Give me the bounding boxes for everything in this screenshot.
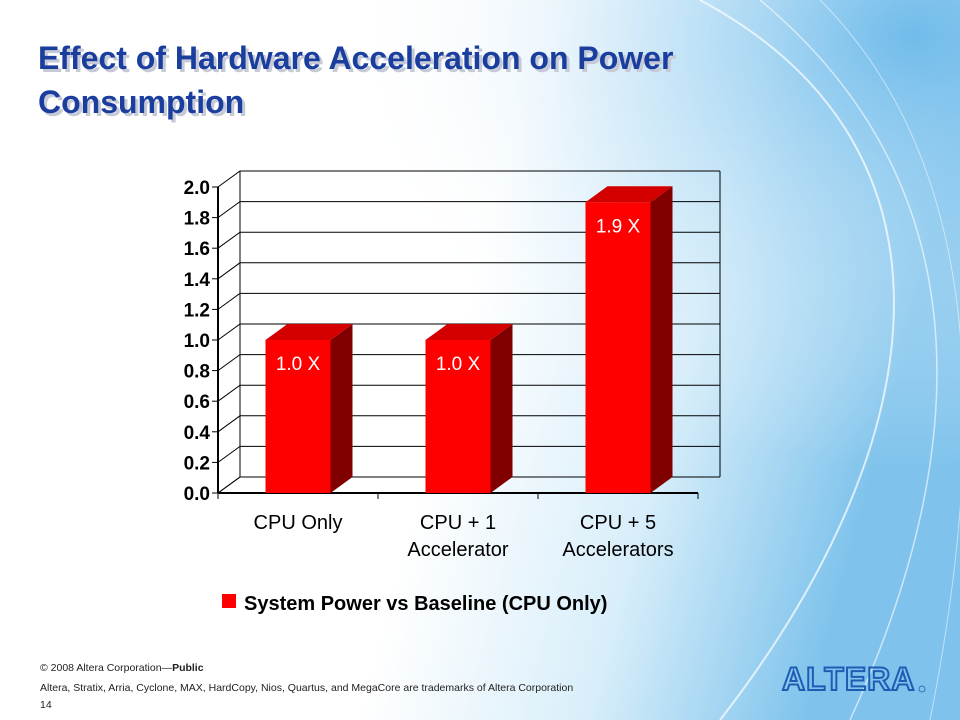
bar [425, 340, 491, 493]
page-number: 14 [40, 699, 52, 711]
footer-trademarks: Altera, Stratix, Arria, Cyclone, MAX, Ha… [40, 682, 574, 694]
legend-swatch [222, 594, 236, 608]
copyright-text: © 2008 Altera Corporation— [40, 662, 173, 674]
gridline [217, 170, 720, 188]
y-tick-label: 0.0 [184, 484, 210, 505]
gridline [217, 384, 720, 402]
bar [265, 340, 331, 493]
y-tick-label: 1.0 [184, 331, 210, 352]
x-category-label: CPU + 1 [420, 512, 496, 534]
altera-logo: ALTERA [781, 660, 926, 696]
gridline [217, 262, 720, 280]
x-category-label: CPU Only [254, 512, 343, 534]
bar [585, 202, 651, 494]
bar-side [330, 324, 353, 493]
y-tick-label: 0.8 [184, 362, 210, 383]
gridline [217, 445, 720, 463]
gridline [217, 201, 720, 219]
slide-title: Effect of Hardware Acceleration on Power… [38, 40, 674, 120]
bar-side [490, 324, 513, 493]
data-label: 1.0 X [436, 354, 481, 375]
bar-top [585, 186, 673, 203]
gridline [217, 231, 720, 249]
y-tick-label: 1.2 [184, 300, 210, 321]
y-tick-label: 1.4 [184, 270, 211, 291]
y-tick-label: 0.4 [184, 423, 211, 444]
gridline [217, 415, 720, 433]
data-label: 1.9 X [596, 216, 641, 237]
y-tick-label: 0.6 [184, 392, 210, 413]
y-tick-label: 2.0 [184, 178, 210, 199]
gridline [217, 354, 720, 372]
bar-side [650, 186, 673, 494]
svg-text:ALTERA: ALTERA [782, 661, 915, 696]
bar-top [265, 324, 353, 340]
gridline [217, 292, 720, 310]
y-tick-label: 1.8 [184, 209, 210, 230]
x-category-label: CPU + 5 [580, 512, 656, 534]
bar-top [425, 324, 513, 340]
gridline [217, 323, 720, 341]
y-tick-label: 1.6 [184, 239, 210, 260]
x-category-label: Accelerator [407, 539, 508, 561]
data-label: 1.0 X [276, 354, 321, 375]
footer-copyright: © 2008 Altera Corporation—Public [40, 662, 204, 674]
x-category-label: Accelerators [562, 539, 673, 561]
copyright-public: Public [172, 662, 204, 674]
gridline [217, 476, 720, 494]
legend-label: System Power vs Baseline (CPU Only) [244, 593, 607, 615]
y-tick-label: 0.2 [184, 453, 210, 474]
